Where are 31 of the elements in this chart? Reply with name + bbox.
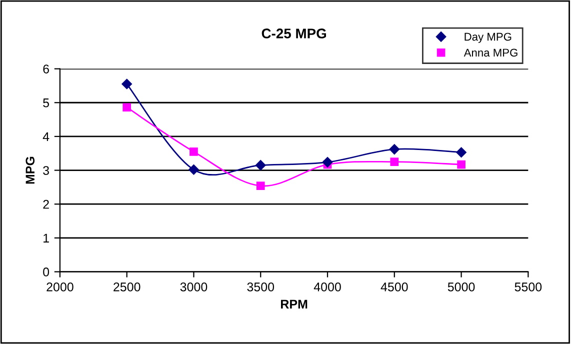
legend-label: Day MPG bbox=[464, 32, 512, 43]
point bbox=[122, 78, 132, 90]
x-tick-label: 3500 bbox=[247, 282, 274, 292]
y-tick-label: 5 bbox=[43, 98, 50, 108]
point bbox=[188, 164, 199, 175]
point bbox=[457, 160, 466, 169]
x-axis-title: RPM bbox=[281, 300, 308, 308]
y-tick-label: 3 bbox=[43, 166, 49, 175]
x-tick-label: 4000 bbox=[314, 282, 341, 292]
y-tick-label: 2 bbox=[43, 200, 49, 209]
point bbox=[122, 103, 132, 112]
x-tick-label: 3000 bbox=[180, 282, 208, 292]
y-tick-label: 0 bbox=[43, 268, 50, 276]
x-tick-label: 5500 bbox=[514, 282, 542, 292]
x-tick-label: 2500 bbox=[114, 282, 140, 292]
point bbox=[190, 148, 198, 156]
x-tick-label: 2000 bbox=[46, 282, 74, 292]
y-axis-title: MPG bbox=[26, 156, 35, 184]
x-tick-label: 5000 bbox=[448, 282, 475, 292]
y-tick-label: 6 bbox=[43, 64, 49, 74]
point bbox=[390, 158, 399, 166]
point bbox=[389, 144, 400, 154]
point bbox=[456, 147, 466, 158]
legend-label: Anna MPG bbox=[464, 48, 518, 57]
point bbox=[256, 182, 265, 190]
y-tick-label: 4 bbox=[42, 132, 50, 141]
x-tick-label: 4500 bbox=[380, 282, 408, 292]
point bbox=[322, 157, 333, 168]
chart-title: C-25 MPG bbox=[262, 28, 326, 38]
y-tick-label: 1 bbox=[44, 234, 49, 242]
point bbox=[256, 160, 266, 170]
